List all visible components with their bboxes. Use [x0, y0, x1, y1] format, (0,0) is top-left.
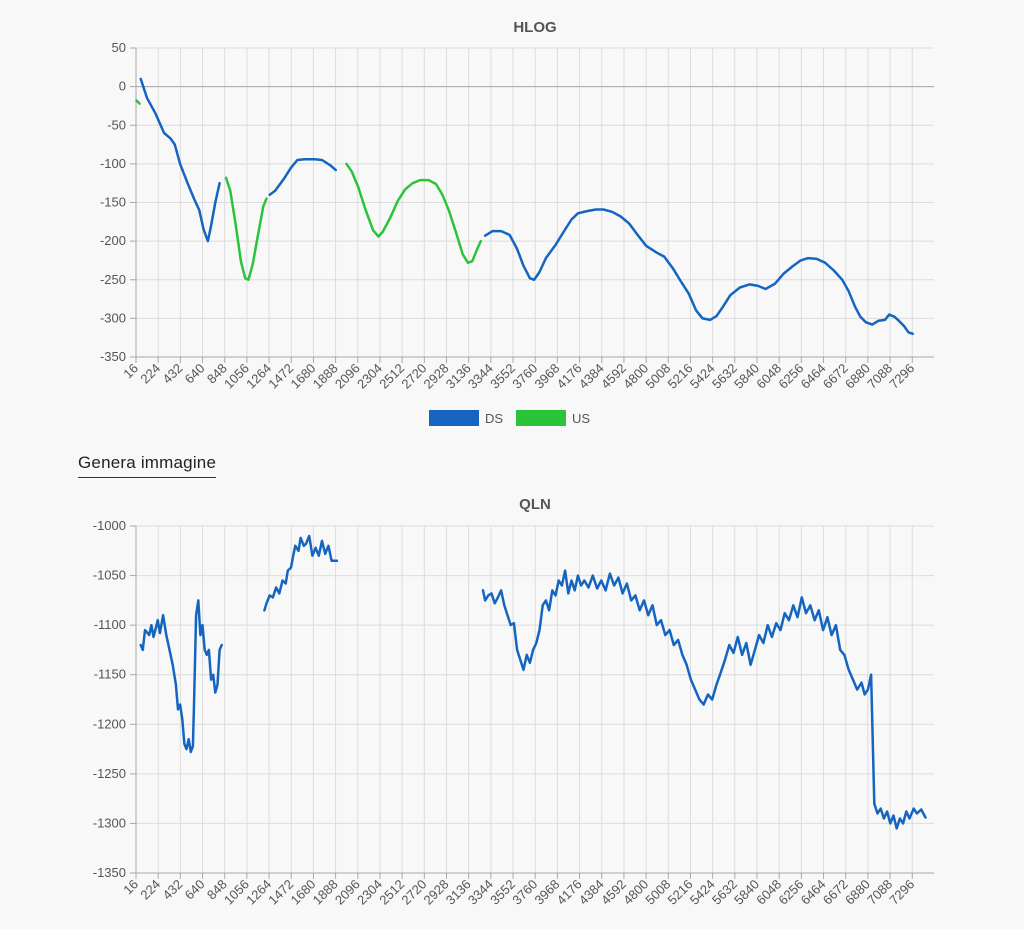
hlog-x-tick-label: 7296 — [886, 361, 917, 392]
qln-series-ds-line — [139, 599, 223, 754]
qln-y-tick-label: -1200 — [93, 716, 126, 731]
qln-series-ds-line — [481, 569, 927, 830]
legend-label-us[interactable]: US — [572, 411, 590, 426]
legend-swatch-us[interactable] — [516, 410, 566, 426]
qln-chart: QLN -1000 -1050 -1100 -1150 -1200 -1250 -1300 -1… — [0, 480, 1024, 929]
qln-x-tick-label: 224 — [137, 877, 163, 903]
hlog-title: HLOG — [513, 19, 556, 36]
hlog-series-us-line — [345, 162, 483, 265]
hlog-y-tick-label: 50 — [112, 40, 126, 55]
hlog-chart-svg: HLOG500-50-100-150-200-250-300-350162244… — [100, 19, 934, 426]
qln-y-tick-label: -1150 — [94, 667, 126, 682]
qln-y-tick-label: -1250 — [93, 766, 126, 781]
hlog-series-ds-line — [268, 157, 338, 197]
hlog-y-tick-label: 0 — [119, 79, 126, 94]
hlog-series-us-line — [135, 99, 141, 105]
legend-swatch-ds[interactable] — [429, 410, 479, 426]
hlog-x-tick-label: 432 — [160, 361, 186, 387]
qln-y-tick-label: -1350 — [93, 865, 126, 880]
qln-y-tick-label: -1300 — [93, 815, 126, 830]
hlog-series-us-line — [224, 176, 268, 282]
hlog-y-tick-label: -200 — [100, 233, 126, 248]
hlog-y-tick-label: -350 — [100, 349, 126, 364]
hlog-x-tick-label: 640 — [182, 361, 208, 387]
qln-y-tick-label: -1100 — [94, 617, 126, 632]
qln-x-tick-label: 640 — [182, 877, 208, 903]
hlog-y-tick-label: -300 — [100, 310, 126, 325]
hlog-series-ds-line — [139, 77, 221, 243]
qln-y-tick-label: -1050 — [93, 568, 126, 583]
qln-x-tick-label: 432 — [160, 877, 186, 903]
qln-series-ds-line — [263, 534, 339, 612]
qln-chart-svg: QLN -1000 -1050 -1100 -1150 -1200 -1250 -1300 -1… — [93, 496, 934, 908]
hlog-x-tick-label: 224 — [137, 361, 163, 387]
qln-title: QLN — [519, 496, 551, 513]
generate-image-button[interactable]: Genera immagine — [78, 453, 217, 478]
legend-label-ds[interactable]: DS — [485, 411, 503, 426]
hlog-y-tick-label: -250 — [100, 272, 126, 287]
qln-y-tick-label: -1000 — [93, 518, 126, 533]
hlog-chart: HLOG 50 0 -50 -100 -150 -200 -250 -300 -350 16 224 4… — [0, 0, 1024, 440]
hlog-y-tick-label: -100 — [100, 156, 126, 171]
hlog-y-tick-label: -50 — [107, 117, 126, 132]
hlog-series-ds-line — [483, 208, 914, 336]
qln-x-tick-label: 7296 — [886, 877, 917, 908]
hlog-y-tick-label: -150 — [100, 195, 126, 210]
